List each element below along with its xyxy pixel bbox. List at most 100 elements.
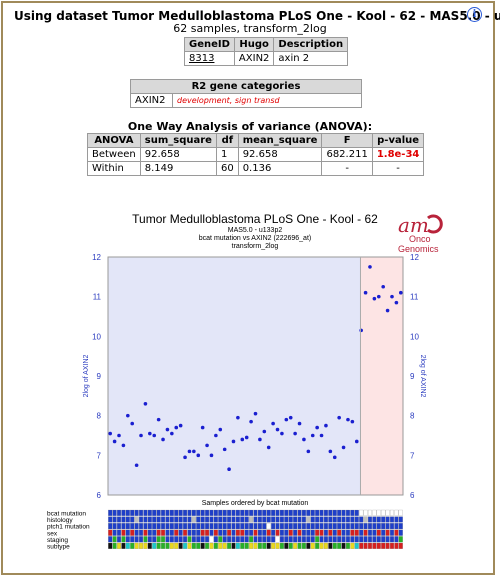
data-point-yes[interactable] xyxy=(390,294,394,299)
track-cell xyxy=(200,529,205,536)
data-point-no[interactable] xyxy=(192,449,196,454)
anova-table: ANOVA sum_square df mean_square F p-valu… xyxy=(87,133,425,176)
data-point-yes[interactable] xyxy=(372,296,377,301)
data-point-no[interactable] xyxy=(117,433,121,438)
data-point-no[interactable] xyxy=(302,437,306,442)
data-point-no[interactable] xyxy=(231,439,236,444)
track-cell xyxy=(161,523,166,530)
track-cell xyxy=(328,542,333,549)
data-point-no[interactable] xyxy=(266,445,271,450)
data-point-no[interactable] xyxy=(337,415,341,420)
track-cell xyxy=(367,523,372,530)
data-point-no[interactable] xyxy=(350,419,355,424)
data-point-no[interactable] xyxy=(174,425,179,430)
data-point-no[interactable] xyxy=(240,437,245,442)
gene-id-link[interactable]: 8313 xyxy=(189,53,215,64)
track-cell xyxy=(376,523,381,530)
data-point-no[interactable] xyxy=(293,431,297,436)
track-cell xyxy=(112,509,117,516)
data-points xyxy=(108,265,403,472)
data-point-no[interactable] xyxy=(126,413,130,418)
data-point-no[interactable] xyxy=(310,433,315,438)
data-point-no[interactable] xyxy=(205,443,209,448)
data-point-no[interactable] xyxy=(218,427,223,432)
data-point-no[interactable] xyxy=(258,437,262,442)
data-point-no[interactable] xyxy=(341,445,346,450)
data-point-no[interactable] xyxy=(178,423,183,428)
data-point-no[interactable] xyxy=(161,437,165,442)
data-point-no[interactable] xyxy=(227,467,231,472)
data-point-no[interactable] xyxy=(152,433,157,438)
track-cell xyxy=(288,516,293,523)
data-point-no[interactable] xyxy=(112,439,117,444)
data-point-no[interactable] xyxy=(200,425,205,430)
data-point-no[interactable] xyxy=(280,431,284,436)
data-point-yes[interactable] xyxy=(398,290,403,295)
track-cell xyxy=(323,542,328,549)
hugo-cell: AXIN2 xyxy=(233,51,275,66)
data-point-no[interactable] xyxy=(244,435,249,440)
track-cell xyxy=(363,523,368,530)
y-tick-label-right: 10 xyxy=(410,332,419,341)
data-point-yes[interactable] xyxy=(368,265,372,269)
data-point-no[interactable] xyxy=(324,423,328,428)
y-axis-label-right: 2log of AXIN2 xyxy=(419,355,426,398)
track-cell xyxy=(143,516,148,523)
data-point-no[interactable] xyxy=(222,447,227,452)
data-point-no[interactable] xyxy=(139,433,143,438)
track-cell xyxy=(187,516,192,523)
track-cell xyxy=(249,529,254,536)
data-point-no[interactable] xyxy=(315,425,319,430)
data-point-no[interactable] xyxy=(328,449,333,454)
data-point-no[interactable] xyxy=(249,419,253,424)
track-cell xyxy=(293,529,298,536)
data-point-no[interactable] xyxy=(346,417,350,422)
data-point-yes[interactable] xyxy=(381,284,385,289)
data-point-no[interactable] xyxy=(288,415,293,420)
data-point-no[interactable] xyxy=(236,415,240,420)
data-point-no[interactable] xyxy=(354,439,359,444)
data-point-no[interactable] xyxy=(297,421,302,426)
anova-cell: 8.149 xyxy=(139,161,217,176)
track-cell xyxy=(332,529,337,536)
data-point-no[interactable] xyxy=(134,463,139,468)
track-cell xyxy=(117,529,122,536)
categories-links[interactable]: development, sign transd xyxy=(177,96,280,105)
track-cell xyxy=(354,516,359,523)
data-point-no[interactable] xyxy=(108,431,113,436)
data-point-no[interactable] xyxy=(262,429,267,434)
data-point-no[interactable] xyxy=(183,455,187,460)
data-point-yes[interactable] xyxy=(376,294,381,299)
data-point-no[interactable] xyxy=(170,431,174,436)
data-point-no[interactable] xyxy=(143,401,148,406)
data-point-no[interactable] xyxy=(332,455,337,460)
data-point-no[interactable] xyxy=(196,453,201,458)
data-point-no[interactable] xyxy=(121,443,126,448)
data-point-no[interactable] xyxy=(306,449,311,454)
track-cell xyxy=(315,523,320,530)
data-point-no[interactable] xyxy=(284,417,289,422)
data-point-yes[interactable] xyxy=(359,328,363,333)
data-point-yes[interactable] xyxy=(385,308,390,313)
data-point-no[interactable] xyxy=(319,433,324,438)
data-point-no[interactable] xyxy=(165,427,170,432)
track-cell xyxy=(205,516,210,523)
data-point-no[interactable] xyxy=(130,421,135,426)
track-cell xyxy=(152,509,157,516)
data-point-yes[interactable] xyxy=(363,290,368,295)
data-point-no[interactable] xyxy=(148,431,152,436)
data-point-yes[interactable] xyxy=(394,300,399,305)
data-point-no[interactable] xyxy=(156,417,161,422)
info-icon[interactable]: i xyxy=(467,7,482,22)
track-cell xyxy=(376,516,381,523)
data-point-no[interactable] xyxy=(209,453,214,458)
track-cell xyxy=(227,542,232,549)
data-point-no[interactable] xyxy=(271,421,275,426)
data-point-no[interactable] xyxy=(253,411,258,416)
data-point-no[interactable] xyxy=(187,449,192,454)
data-point-no[interactable] xyxy=(275,427,280,432)
track-cell xyxy=(310,529,315,536)
track-cell xyxy=(244,516,249,523)
track-cell xyxy=(310,516,315,523)
data-point-no[interactable] xyxy=(214,433,218,438)
